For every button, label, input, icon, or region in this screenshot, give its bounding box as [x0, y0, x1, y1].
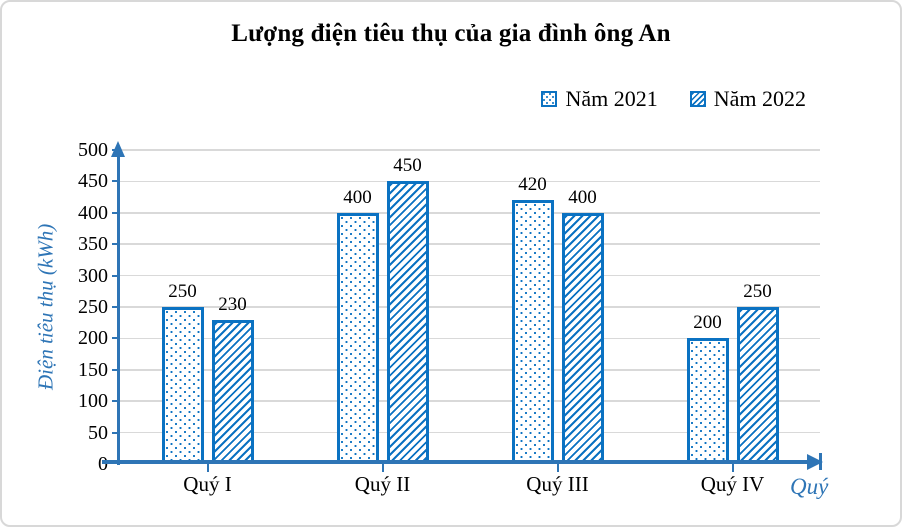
bar-Năm-2022-Quý-III [561, 212, 604, 464]
y-axis-tick-label: 300 [78, 264, 108, 287]
x-axis-tick [206, 464, 209, 472]
y-axis-arrow-icon [111, 141, 125, 157]
x-axis-tick-label: Quý II [354, 472, 411, 496]
gridline-150 [120, 369, 820, 371]
chart-title: Lượng điện tiêu thụ của gia đình ông An [231, 20, 671, 47]
bar-Năm-2021-Quý-II [336, 212, 379, 464]
y-axis-tick-label: 250 [78, 296, 108, 318]
gridline-450 [120, 180, 820, 183]
bar-value-label: 250 [743, 281, 772, 302]
y-axis-tick-450 [112, 180, 120, 183]
y-axis-tick-label: 400 [78, 201, 108, 224]
gridline-350 [120, 243, 820, 245]
legend-label-2021: Năm 2021 [565, 86, 658, 111]
plot-area: 250 230 400 450 420 400 200 250 [112, 149, 820, 472]
gridline-500 [120, 149, 820, 151]
gridline-300 [120, 274, 820, 277]
x-axis-line [102, 460, 808, 464]
legend-item-2022: Năm 2022 [689, 86, 806, 112]
y-axis-tick-400 [112, 211, 120, 214]
y-axis-tick-label: 100 [78, 390, 108, 413]
y-axis-tick-label: 150 [78, 358, 108, 381]
bar-value-label: 400 [568, 186, 597, 208]
y-axis-tick-150 [112, 368, 120, 371]
gridline-400 [120, 212, 820, 214]
bar-value-label: 230 [218, 293, 247, 315]
bar-value-label: 420 [518, 174, 547, 196]
gridline-250 [120, 306, 820, 308]
y-axis-tick-label: 200 [78, 327, 108, 350]
bar-Năm-2022-Quý-II [386, 181, 429, 464]
y-axis-tick-label: 350 [78, 233, 108, 256]
bar-Năm-2021-Quý-III [511, 200, 554, 464]
gridline-100 [120, 400, 820, 402]
x-axis-tick-label: Quý IV [700, 472, 765, 496]
bar-value-label: 200 [693, 312, 722, 334]
y-axis-tick-250 [112, 306, 120, 308]
x-axis-tick-label: Quý I [183, 472, 232, 496]
y-axis-tick-label: 0 [98, 453, 108, 475]
y-axis-tick-label: 500 [78, 139, 108, 161]
y-axis-tick-labels: 0 50 100 150 200 250 300 350 400 450 500 [2, 139, 108, 475]
legend-label-2022: Năm 2022 [713, 86, 806, 111]
bar-value-label: 400 [343, 186, 372, 208]
bar-Năm-2022-Quý-I [211, 319, 254, 464]
y-axis-tick-300 [112, 274, 120, 277]
y-axis-tick-50 [112, 431, 120, 434]
y-axis-line [117, 154, 120, 465]
y-axis-tick-100 [112, 400, 120, 403]
gridline-50 [120, 431, 820, 434]
legend-item-2021: Năm 2021 [541, 86, 658, 112]
x-axis-tick [381, 464, 384, 472]
x-axis-end-tick [819, 453, 822, 470]
x-axis-tick-label: Quý III [526, 472, 589, 496]
bar-Năm-2022-Quý-IV [736, 307, 779, 464]
hatched-square-icon [689, 91, 706, 107]
x-axis-title: Quý [790, 474, 829, 499]
bar-value-label: 450 [393, 155, 422, 177]
y-axis-tick-label: 50 [88, 421, 108, 444]
x-axis-tick-labels: Quý I Quý II Quý III Quý IV [120, 472, 820, 502]
y-axis-tick-label: 450 [78, 170, 108, 193]
gridline-200 [120, 337, 820, 340]
x-axis-tick [731, 464, 734, 472]
legend: Năm 2021 Năm 2022 [541, 86, 806, 112]
bar-Năm-2021-Quý-IV [686, 338, 729, 464]
bar-Năm-2021-Quý-I [161, 307, 204, 464]
y-axis-tick-350 [112, 243, 120, 246]
y-axis-tick-200 [112, 337, 120, 340]
dotted-square-icon [541, 91, 558, 107]
bar-value-label: 250 [168, 281, 197, 302]
x-axis-tick [556, 464, 559, 472]
